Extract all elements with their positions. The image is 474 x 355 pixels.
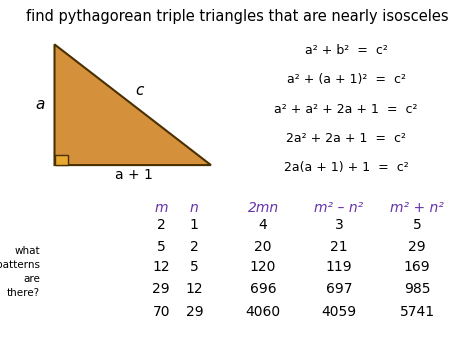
Text: 12: 12: [152, 260, 170, 274]
Text: c: c: [136, 83, 144, 98]
Text: 2a² + 2a + 1  =  c²: 2a² + 2a + 1 = c²: [286, 132, 406, 145]
Text: 5: 5: [157, 240, 165, 254]
Text: find pythagorean triple triangles that are nearly isosceles: find pythagorean triple triangles that a…: [26, 9, 448, 24]
Text: 4060: 4060: [246, 305, 281, 319]
Text: 2a(a + 1) + 1  =  c²: 2a(a + 1) + 1 = c²: [283, 161, 409, 174]
Text: 29: 29: [152, 282, 170, 296]
Text: a² + (a + 1)²  =  c²: a² + (a + 1)² = c²: [286, 73, 406, 87]
Text: 5741: 5741: [400, 305, 435, 319]
Text: m: m: [155, 201, 168, 215]
Text: 70: 70: [153, 305, 170, 319]
Text: 4: 4: [259, 218, 267, 233]
Text: 20: 20: [255, 240, 272, 254]
Text: 2: 2: [190, 240, 199, 254]
Text: 696: 696: [250, 282, 276, 296]
Text: 120: 120: [250, 260, 276, 274]
Text: a + 1: a + 1: [115, 168, 153, 182]
Text: what
patterns
are
there?: what patterns are there?: [0, 246, 40, 297]
Text: 697: 697: [326, 282, 352, 296]
Polygon shape: [55, 44, 211, 165]
Text: m² + n²: m² + n²: [390, 201, 444, 215]
Text: 29: 29: [408, 240, 426, 254]
Text: 2: 2: [157, 218, 165, 233]
Text: a² + b²  =  c²: a² + b² = c²: [305, 44, 387, 58]
Text: 985: 985: [404, 282, 430, 296]
Text: 5: 5: [413, 218, 421, 233]
Text: 5: 5: [190, 260, 199, 274]
Text: a: a: [36, 97, 45, 112]
Text: 29: 29: [185, 305, 203, 319]
Text: m² – n²: m² – n²: [314, 201, 364, 215]
Text: n: n: [190, 201, 199, 215]
Text: 12: 12: [185, 282, 203, 296]
Text: 3: 3: [335, 218, 343, 233]
Text: 119: 119: [326, 260, 352, 274]
Text: a² + a² + 2a + 1  =  c²: a² + a² + 2a + 1 = c²: [274, 103, 418, 116]
Text: 2mn: 2mn: [247, 201, 279, 215]
Polygon shape: [55, 155, 68, 165]
Text: 21: 21: [330, 240, 348, 254]
Text: 169: 169: [404, 260, 430, 274]
Text: 1: 1: [190, 218, 199, 233]
Text: 4059: 4059: [321, 305, 356, 319]
